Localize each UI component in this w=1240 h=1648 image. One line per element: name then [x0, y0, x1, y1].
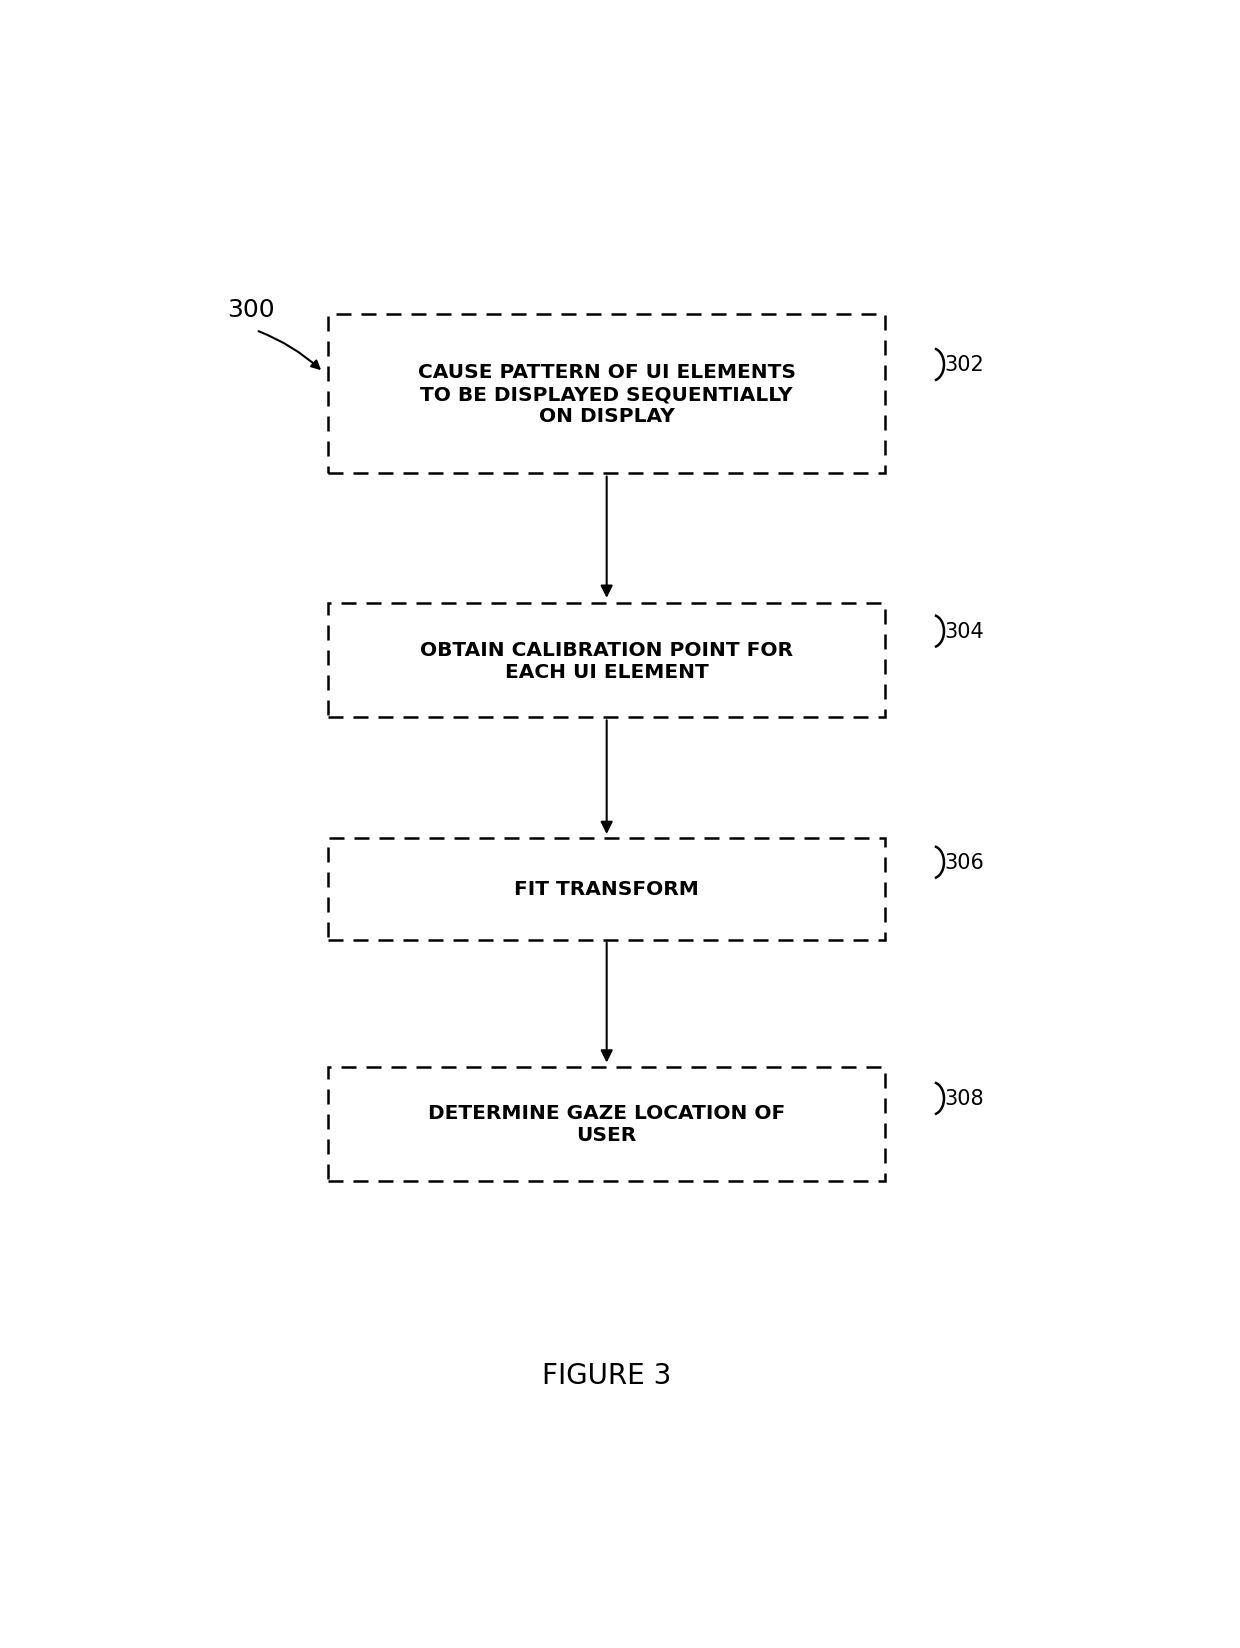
FancyBboxPatch shape [327, 603, 885, 719]
Text: 302: 302 [944, 356, 983, 376]
FancyBboxPatch shape [327, 1066, 885, 1182]
Text: CAUSE PATTERN OF UI ELEMENTS
TO BE DISPLAYED SEQUENTIALLY
ON DISPLAY: CAUSE PATTERN OF UI ELEMENTS TO BE DISPL… [418, 363, 796, 425]
Text: FIGURE 3: FIGURE 3 [542, 1361, 671, 1389]
Text: 306: 306 [944, 852, 983, 873]
Text: FIT TRANSFORM: FIT TRANSFORM [515, 880, 699, 898]
FancyBboxPatch shape [327, 839, 885, 939]
Text: 300: 300 [227, 297, 275, 321]
Text: 308: 308 [944, 1089, 983, 1109]
Text: DETERMINE GAZE LOCATION OF
USER: DETERMINE GAZE LOCATION OF USER [428, 1104, 785, 1145]
FancyBboxPatch shape [327, 315, 885, 473]
Text: OBTAIN CALIBRATION POINT FOR
EACH UI ELEMENT: OBTAIN CALIBRATION POINT FOR EACH UI ELE… [420, 641, 794, 681]
Text: 304: 304 [944, 621, 983, 641]
